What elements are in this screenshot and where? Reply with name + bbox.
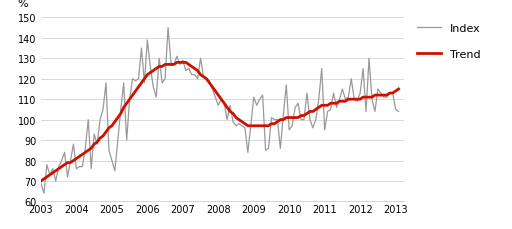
Index	[123, 139, 130, 142]
Trend	[268, 123, 274, 125]
Trend	[38, 180, 44, 183]
Index	[395, 111, 401, 113]
Text: %: %	[17, 0, 28, 9]
Trend	[387, 92, 393, 95]
Index	[375, 88, 381, 91]
Index	[239, 125, 245, 128]
Index	[165, 27, 171, 30]
Trend	[121, 106, 127, 109]
Index	[271, 119, 278, 121]
Line: Trend: Trend	[41, 63, 398, 181]
Trend	[174, 62, 180, 65]
Trend	[236, 119, 242, 121]
Trend	[153, 68, 159, 71]
Index	[38, 182, 44, 185]
Index	[41, 192, 47, 195]
Legend: Index, Trend: Index, Trend	[414, 20, 484, 64]
Line: Index: Index	[41, 28, 398, 193]
Trend	[372, 94, 378, 97]
Index	[156, 58, 162, 60]
Trend	[395, 88, 401, 91]
Index	[390, 92, 396, 95]
